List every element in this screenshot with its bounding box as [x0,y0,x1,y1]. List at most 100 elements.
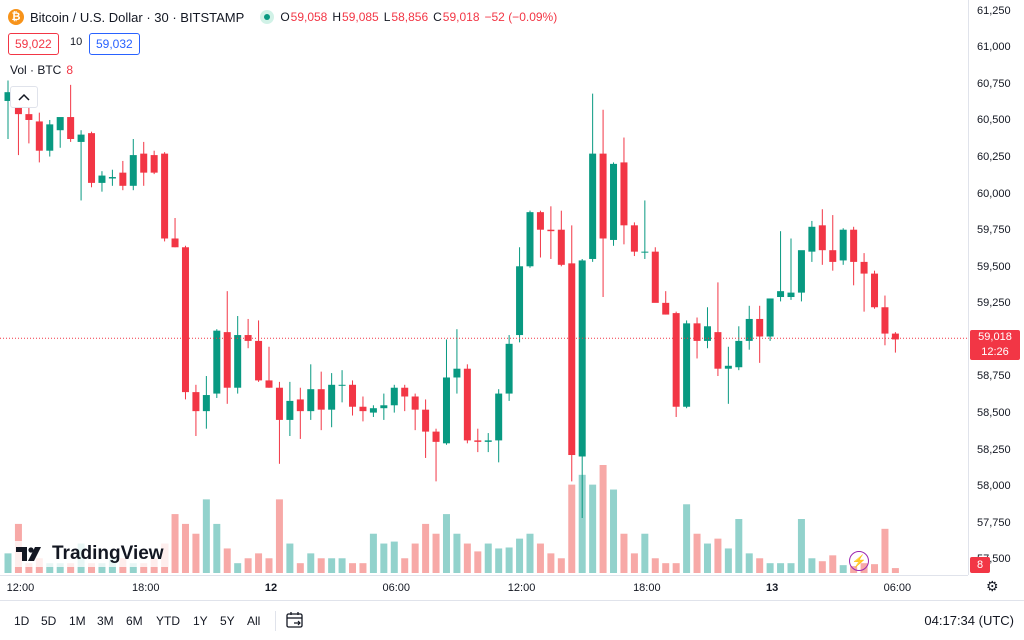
volume-bar [129,563,137,573]
candle-body [129,155,137,186]
volume-bar [202,499,210,573]
candle-body [610,163,618,240]
volume-bar [745,553,753,573]
candle-body [192,392,200,412]
candle-body [474,440,482,442]
volume-tag: 8 [970,557,990,573]
calendar-icon[interactable] [285,610,305,635]
candle-body [620,162,628,226]
volume-bar [797,519,805,573]
candle-body [766,298,774,337]
volume-bar [672,563,680,573]
volume-bar [630,553,638,573]
candle-body [871,273,879,308]
range-button-all[interactable]: All [247,614,261,628]
time-axis[interactable]: 12:00 18:00 12 06:00 12:00 18:00 13 06:00 [0,575,968,600]
candle-body [119,172,127,186]
volume-bar [651,558,659,573]
volume-bar [4,553,12,573]
candle-body [850,229,858,262]
candle-body [286,400,294,420]
volume-bar [463,543,471,573]
chart-area[interactable] [0,0,968,575]
low-value: 58,856 [391,10,429,24]
time-axis-label: 12:00 [6,582,35,594]
range-button-1d[interactable]: 1D [14,614,30,628]
tradingview-logo-icon [16,547,41,561]
candle-body [4,92,12,101]
lightning-icon[interactable]: ⚡ [849,551,869,571]
volume-bar [192,533,200,573]
candle-body [25,114,33,120]
utc-clock[interactable]: 04:17:34 (UTC) [924,613,1014,628]
volume-bar [777,563,785,573]
candle-body [223,332,231,388]
range-button-5d[interactable]: 5D [41,614,57,628]
volume-bar [871,564,879,573]
price-axis-label: 58,750 [977,370,1011,383]
range-button-3m[interactable]: 3M [97,614,114,628]
open-value: 59,058 [290,10,328,24]
candle-body [432,431,440,442]
volume-bar [891,568,899,573]
candle-body [662,302,670,315]
range-button-6m[interactable]: 6M [126,614,143,628]
volume-bar [610,489,618,573]
price-axis[interactable]: 61,250 61,000 60,750 60,500 60,250 60,000 59,7… [968,0,1024,575]
logo-text: TradingView [52,543,164,564]
volume-legend[interactable]: Vol · BTC 8 [10,63,73,77]
volume-bar [432,533,440,573]
volume-bar [25,563,33,573]
close-value: 59,018 [442,10,480,24]
range-button-ytd[interactable]: YTD [156,614,180,628]
collapse-legend-button[interactable] [10,86,38,108]
volume-bar [349,563,357,573]
volume-bar [526,533,534,573]
symbol-title[interactable]: Bitcoin / U.S. Dollar · 30 · BITSTAMP [30,9,245,25]
candle-body [317,389,325,410]
candle-body [547,229,555,232]
volume-bar [422,523,430,573]
candle-body [213,330,221,394]
candle-body [578,260,586,457]
candle-body [568,263,576,456]
volume-bar [275,499,283,573]
range-button-1m[interactable]: 1M [69,614,86,628]
buy-button[interactable]: 59,032 [89,33,140,55]
open-key: O [280,10,290,24]
volume-bar [88,563,96,573]
candle-body [150,155,158,173]
candle-body [453,368,461,378]
range-button-1y[interactable]: 1Y [193,614,208,628]
tradingview-logo[interactable]: TradingView [12,541,168,567]
volume-bar [328,558,336,573]
candle-body [536,212,544,230]
candle-body [787,292,795,298]
range-button-5y[interactable]: 5Y [220,614,235,628]
candle-body [88,133,96,183]
time-axis-label: 06:00 [382,582,411,594]
volume-bar [213,523,221,573]
volume-bar [568,484,576,573]
candle-body [756,318,764,337]
volume-label: Vol · BTC [10,63,62,77]
candle-body [839,229,847,261]
volume-bar [338,558,346,573]
candle-body [67,117,75,139]
candle-body [891,333,899,340]
gear-icon[interactable]: ⚙ [986,578,999,594]
volume-bar [808,558,816,573]
candle-body [829,250,837,262]
candle-body [46,124,54,151]
volume-value: 8 [66,63,74,77]
volume-bar [703,543,711,573]
volume-bar [67,563,75,573]
price-chart[interactable] [0,0,968,575]
volume-bar [495,548,503,573]
candle-body [777,291,785,298]
volume-bar [474,551,482,573]
volume-bar [296,563,304,573]
volume-bar [839,565,847,573]
volume-bar [766,563,774,573]
sell-button[interactable]: 59,022 [8,33,59,55]
